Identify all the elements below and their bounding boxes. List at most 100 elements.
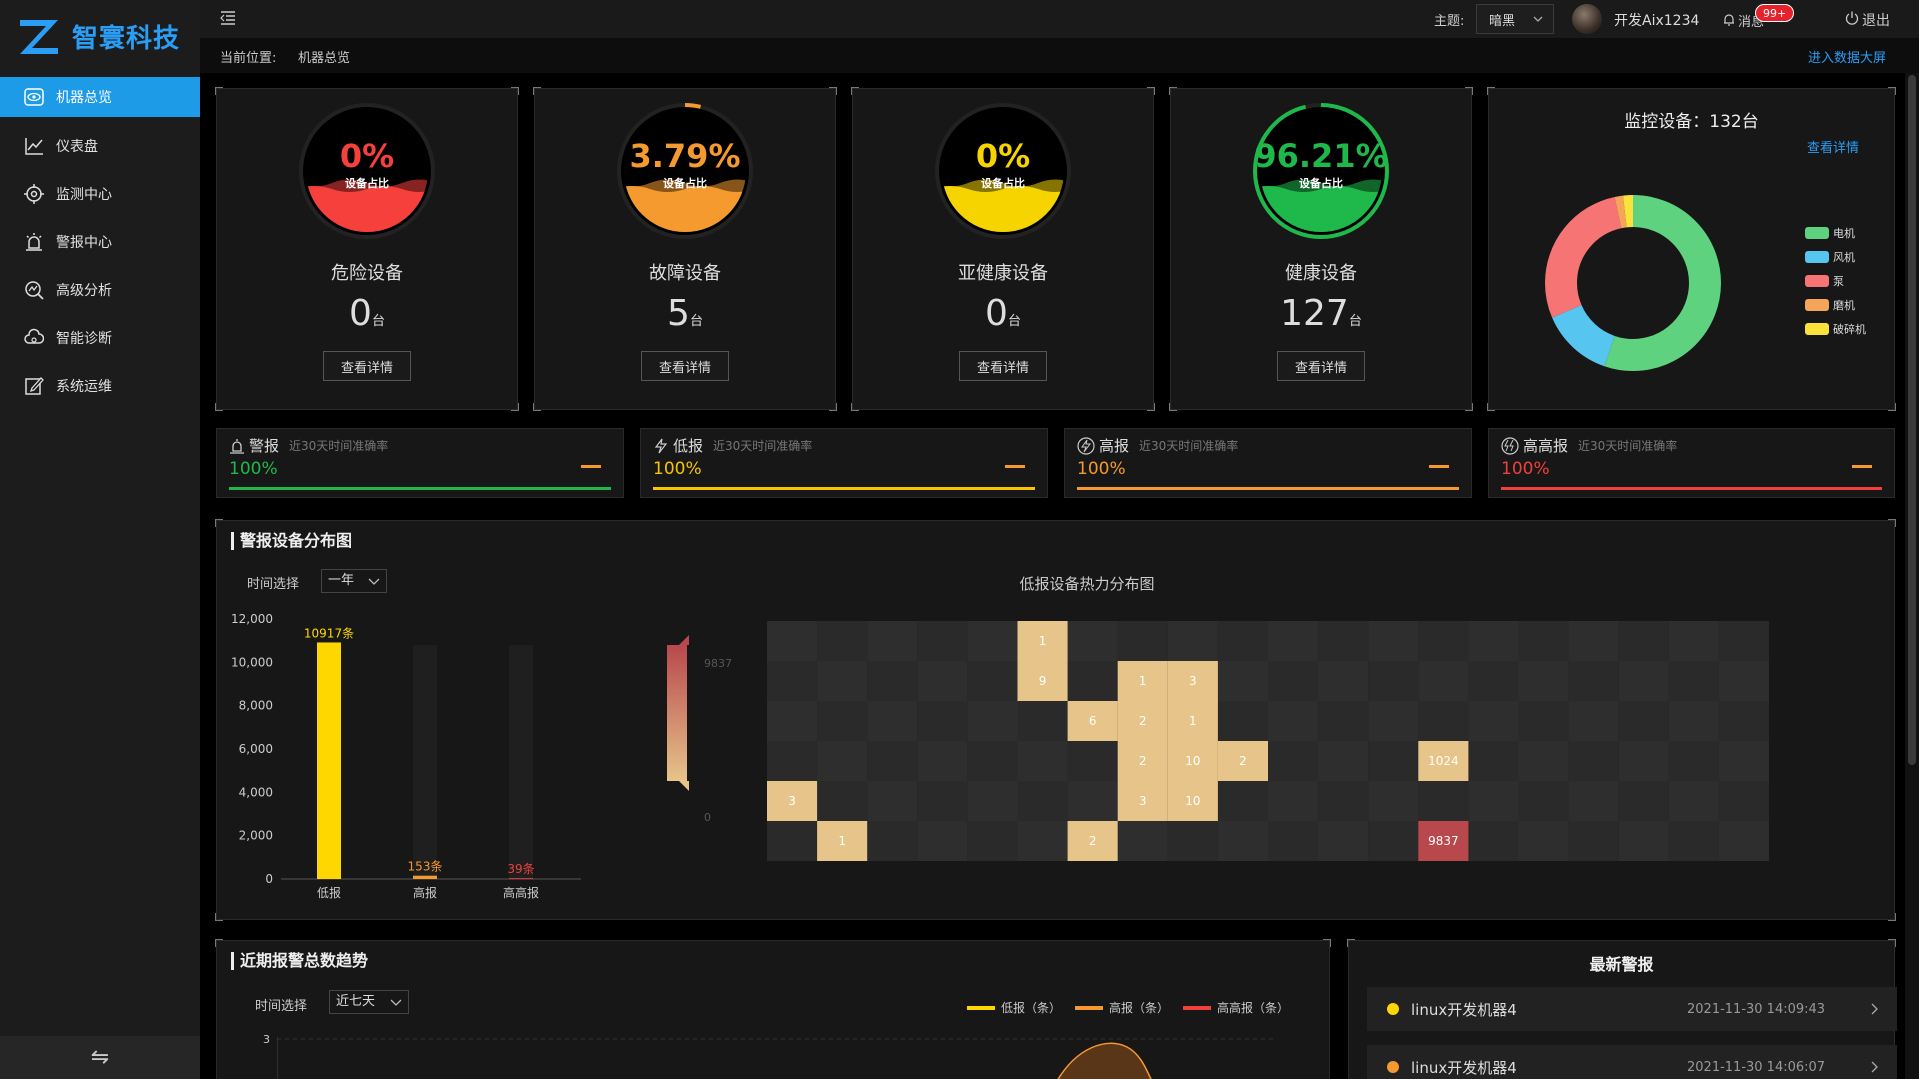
sidebar-item-analysis[interactable]: 高级分析: [0, 270, 200, 310]
legend-item[interactable]: 风机: [1805, 245, 1866, 269]
page-scrollbar[interactable]: [1905, 73, 1919, 1079]
heatmap-empty-cell: [1167, 821, 1218, 861]
heatmap-empty-cell: [867, 741, 918, 781]
legend-item[interactable]: 低报（条）: [967, 999, 1061, 1016]
bigscreen-link[interactable]: 进入数据大屏: [1808, 51, 1887, 66]
logo-icon: [20, 20, 58, 54]
gauge-count-value: 5: [667, 293, 690, 334]
trend-area-high: [1057, 1042, 1152, 1079]
heatmap-empty-cell: [1468, 701, 1519, 741]
heatmap-empty-cell: [1468, 781, 1519, 821]
sidebar-item-monitoring[interactable]: 监测中心: [0, 174, 200, 214]
sidebar-item-dashboard[interactable]: 仪表盘: [0, 126, 200, 166]
heatmap-empty-cell: [967, 701, 1018, 741]
heatmap-empty-cell: [1718, 741, 1769, 781]
bell-icon[interactable]: [1723, 12, 1735, 26]
heatmap-cell-label: 2: [1139, 714, 1147, 728]
heatmap-empty-cell: [817, 621, 868, 661]
heatmap-empty-cell: [1468, 741, 1519, 781]
heatmap-empty-cell: [1318, 781, 1369, 821]
power-icon[interactable]: [1845, 11, 1859, 25]
trend-line-chart: [277, 1037, 1277, 1079]
bar-value-label: 153条: [408, 860, 443, 874]
stat-progress-bar: [1077, 487, 1459, 490]
legend-item[interactable]: 磨机: [1805, 293, 1866, 317]
heatmap-empty-cell: [1718, 661, 1769, 701]
sidebar-collapse-button[interactable]: ⇋: [0, 1036, 200, 1079]
heatmap-empty-cell: [1618, 661, 1669, 701]
heatmap-empty-cell: [1568, 741, 1619, 781]
chevron-right-icon: [1871, 1003, 1878, 1015]
legend-label: 电机: [1833, 227, 1855, 240]
gauge-count: 0台: [217, 293, 517, 334]
bar-ytick-label: 0: [265, 872, 273, 886]
avatar[interactable]: [1572, 4, 1602, 34]
username[interactable]: 开发Aix1234: [1614, 13, 1700, 29]
time-select[interactable]: 一年: [321, 569, 387, 593]
heatmap-empty-cell: [1318, 621, 1369, 661]
heatmap-empty-cell: [867, 821, 918, 861]
time-select-label: 时间选择: [247, 577, 300, 592]
sidebar-item-label: 智能诊断: [56, 331, 112, 347]
heatmap-cell-label: 6: [1089, 714, 1097, 728]
trend-ytick: 3: [263, 1033, 270, 1046]
heatmap-empty-cell: [1418, 621, 1469, 661]
heatmap-cell: [1017, 661, 1068, 701]
line-chart-icon: [25, 138, 43, 155]
alarm-icon: [26, 233, 42, 251]
alert-list-item[interactable]: linux开发机器4 2021-11-30 14:06:07: [1367, 1045, 1897, 1079]
scrollbar-thumb[interactable]: [1908, 75, 1916, 765]
legend-item[interactable]: 电机: [1805, 221, 1866, 245]
sidebar-item-diagnosis[interactable]: 智能诊断: [0, 318, 200, 358]
view-details-button[interactable]: 查看详情: [641, 351, 729, 381]
alert-list-item[interactable]: linux开发机器4 2021-11-30 14:09:43: [1367, 987, 1897, 1031]
heatmap-empty-cell: [1017, 741, 1068, 781]
gauge-card-danger: 0% 设备占比 危险设备 0台 查看详情: [215, 87, 519, 411]
sidebar-item-overview[interactable]: 机器总览: [0, 77, 200, 117]
heatmap-visual-map[interactable]: [657, 633, 717, 793]
heatmap-cell-label: 1: [1139, 674, 1147, 688]
sidebar-item-ops[interactable]: 系统运维: [0, 366, 200, 406]
legend-item[interactable]: 泵: [1805, 269, 1866, 293]
heatmap-cell-label: 10: [1185, 794, 1200, 808]
menu-toggle-icon[interactable]: [220, 11, 236, 25]
view-details-button[interactable]: 查看详情: [1277, 351, 1365, 381]
stat-subtitle: 近30天时间准确率: [713, 439, 813, 453]
legend-item[interactable]: 高报（条）: [1075, 999, 1169, 1016]
legend-item[interactable]: 破碎机: [1805, 317, 1866, 341]
stat-dash: [1429, 465, 1449, 468]
heatmap-empty-cell: [1318, 661, 1369, 701]
time-select[interactable]: 近七天: [329, 990, 409, 1014]
heatmap-empty-cell: [817, 741, 868, 781]
eye-icon: [24, 88, 44, 106]
donut-title: 监控设备：132台: [1624, 112, 1759, 132]
logout-link[interactable]: 退出: [1862, 13, 1890, 29]
gauge-percent: 0%: [339, 137, 395, 175]
bar-value-label: 39条: [507, 862, 534, 876]
gauge-circle: [617, 103, 753, 239]
view-details-button[interactable]: 查看详情: [959, 351, 1047, 381]
stat-card-alarm: 警报 近30天时间准确率 100%: [216, 428, 624, 498]
theme-label: 主题:: [1434, 14, 1465, 29]
gauge-circle: [935, 103, 1071, 239]
lightning-double-icon: [1501, 436, 1519, 455]
chevron-down-icon: [390, 999, 402, 1006]
heatmap-empty-cell: [767, 701, 818, 741]
heatmap-cell-label: 2: [1089, 834, 1097, 848]
donut-detail-link[interactable]: 查看详情: [1807, 141, 1860, 156]
donut-segment-pump: [1545, 195, 1721, 371]
view-details-button[interactable]: 查看详情: [323, 351, 411, 381]
stat-title: 警报 近30天时间准确率: [229, 435, 388, 456]
chevron-right-icon: [1871, 1061, 1878, 1073]
heatmap-empty-cell: [1217, 701, 1268, 741]
bar-ytick-label: 2,000: [239, 829, 273, 843]
gauge-label: 健康设备: [1285, 263, 1357, 284]
theme-select[interactable]: 暗黑: [1476, 4, 1554, 34]
heatmap-empty-cell: [1368, 741, 1419, 781]
sidebar-item-alarms[interactable]: 警报中心: [0, 222, 200, 262]
heatmap-empty-cell: [917, 701, 968, 741]
alarm-bar-chart: 12,000 10,000 8,000 6,000 4,000 2,000 0 10917条低…: [231, 612, 581, 900]
legend-item[interactable]: 高高报（条）: [1183, 999, 1289, 1016]
heatmap-empty-cell: [817, 701, 868, 741]
gauge-circle: [299, 103, 435, 239]
